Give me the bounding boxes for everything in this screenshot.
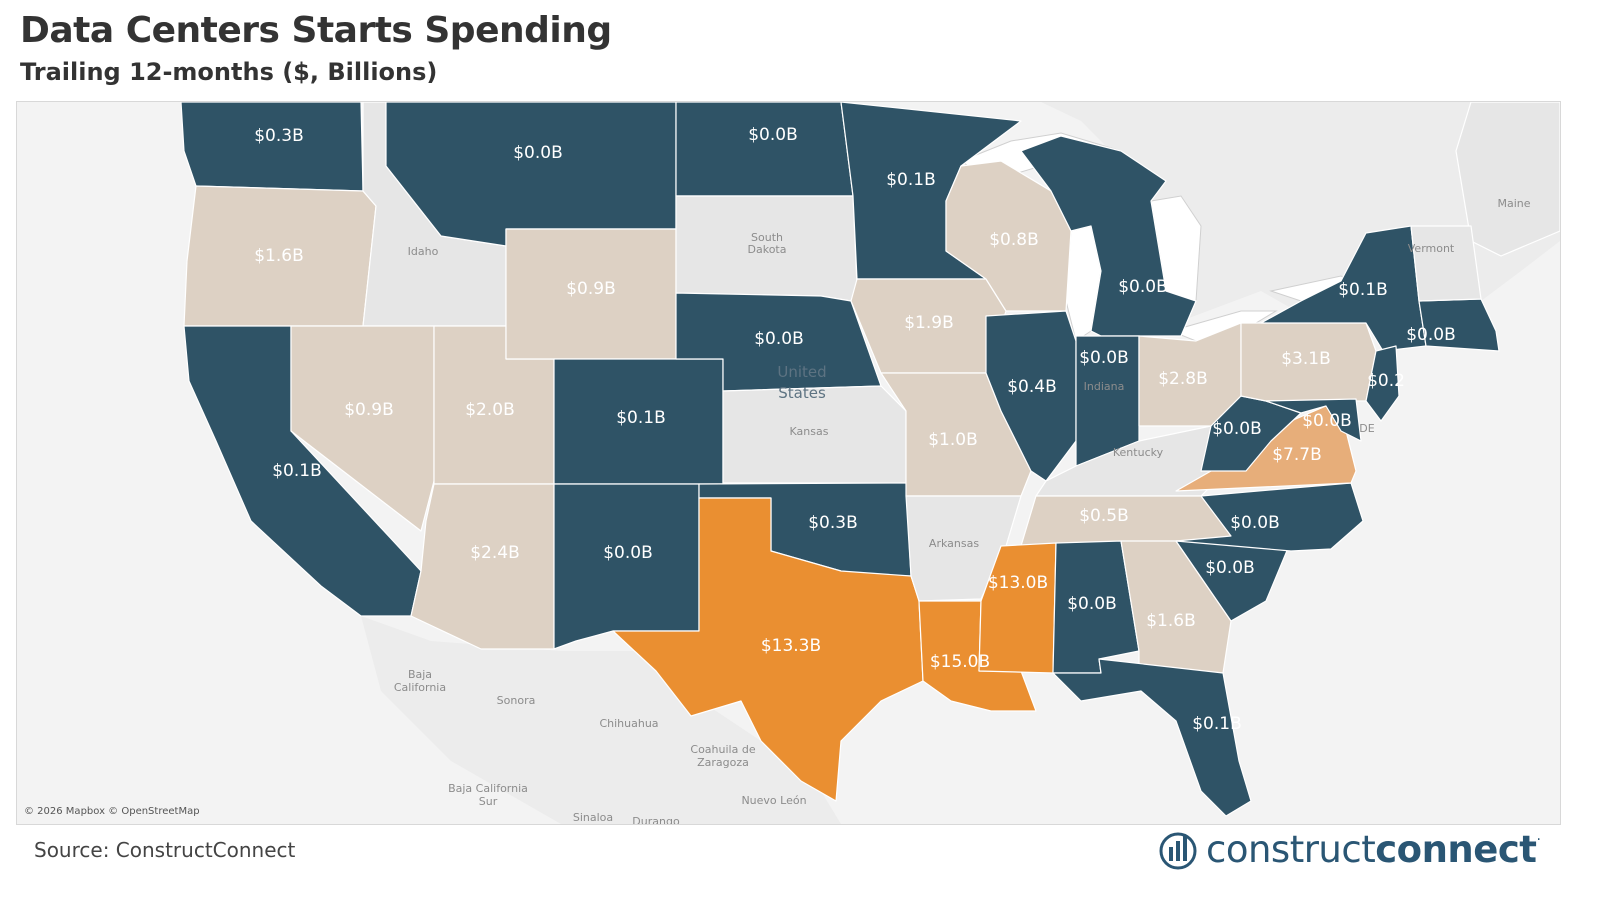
state-wi[interactable] <box>945 160 1072 312</box>
state-label-wi: $0.8B <box>989 230 1039 250</box>
geo-label-indiana: Indiana <box>1084 380 1125 393</box>
state-label-ny: $0.1B <box>1338 280 1388 300</box>
state-label-wy: $0.9B <box>566 279 616 299</box>
state-label-nj: $0.2 <box>1367 371 1405 391</box>
state-label-pa: $3.1B <box>1281 349 1331 369</box>
state-az[interactable] <box>410 483 555 650</box>
state-nj[interactable] <box>1365 345 1400 422</box>
state-label-az: $2.4B <box>470 543 520 563</box>
state-label-il: $0.4B <box>1007 377 1057 397</box>
state-label-oh: $2.8B <box>1158 369 1208 389</box>
state-label-wa: $0.3B <box>254 126 304 146</box>
state-nd[interactable] <box>675 102 854 197</box>
geo-label-sonora: Sonora <box>497 694 536 707</box>
geo-label-coahuila: Coahuila de Zaragoza <box>690 743 755 769</box>
us-state-map[interactable]: Baja California Sonora Chihuahua Coahuila… <box>17 102 1560 824</box>
state-label-tx: $13.3B <box>761 636 821 656</box>
state-label-ky: Kentucky <box>1113 446 1164 459</box>
state-label-nc: $0.0B <box>1230 513 1280 533</box>
state-label-la: $15.0B <box>930 652 990 672</box>
logo-text-connect: connect <box>1375 827 1537 871</box>
state-label-ks: Kansas <box>790 425 829 438</box>
logo-icon <box>1159 832 1197 870</box>
state-label-ar: Arkansas <box>929 537 979 550</box>
state-vt[interactable] <box>1410 225 1482 302</box>
state-nm[interactable] <box>553 483 700 650</box>
state-label-ca: $0.1B <box>272 461 322 481</box>
lake-erie <box>1169 310 1278 342</box>
state-label-sc: $0.0B <box>1205 558 1255 578</box>
geo-label-nuevo-leon: Nuevo León <box>741 794 806 807</box>
state-nv[interactable] <box>290 325 435 532</box>
state-label-mo: $1.0B <box>928 430 978 450</box>
state-label-ne: $0.0B <box>754 329 804 349</box>
state-label-sd: South Dakota <box>748 231 787 256</box>
state-label-or: $1.6B <box>254 246 304 266</box>
state-label-fl: $0.1B <box>1192 714 1242 734</box>
logo-dot: . <box>1536 827 1541 844</box>
state-label-nv: $0.9B <box>344 400 394 420</box>
state-fl[interactable] <box>1052 658 1252 817</box>
state-label-wv: $0.0B <box>1212 419 1262 439</box>
state-label-ok: $0.3B <box>808 513 858 533</box>
state-label-al: $0.0B <box>1067 594 1117 614</box>
geo-label-durango: Durango <box>632 815 680 824</box>
state-label-ga: $1.6B <box>1146 611 1196 631</box>
state-label-mt: $0.0B <box>513 143 563 163</box>
state-label-id: Idaho <box>408 245 439 258</box>
state-ms[interactable] <box>978 542 1057 674</box>
mexico-region <box>361 616 841 824</box>
state-label-va: $7.7B <box>1272 445 1322 465</box>
state-nc[interactable] <box>1175 482 1364 552</box>
logo-wordmark: constructconnect. <box>1206 827 1541 871</box>
state-tx[interactable] <box>612 497 924 802</box>
state-label-in: $0.0B <box>1079 348 1129 368</box>
state-label-mi: $0.0B <box>1118 277 1168 297</box>
state-label-nd: $0.0B <box>748 125 798 145</box>
state-label-ia: $1.9B <box>904 313 954 333</box>
chart-title: Data Centers Starts Spending <box>20 10 612 51</box>
state-label-vt: Vermont <box>1408 242 1455 255</box>
logo-text-construct: construct <box>1206 827 1376 871</box>
constructconnect-logo: constructconnect. <box>1156 826 1541 872</box>
chart-subtitle: Trailing 12-months ($, Billions) <box>20 58 438 86</box>
geo-label-delaware: DE <box>1359 422 1374 435</box>
state-label-mn: $0.1B <box>886 170 936 190</box>
state-label-ut: $2.0B <box>465 400 515 420</box>
state-label-tn: $0.5B <box>1079 506 1129 526</box>
state-mi[interactable] <box>1020 135 1197 337</box>
state-label-me: Maine <box>1497 197 1530 210</box>
geo-label-baja-california: Baja California <box>394 668 446 694</box>
source-note: Source: ConstructConnect <box>34 838 296 862</box>
map-canvas[interactable]: Baja California Sonora Chihuahua Coahuila… <box>16 101 1561 825</box>
state-me[interactable] <box>1455 102 1560 257</box>
geo-label-baja-california-sur: Baja California Sur <box>448 782 528 808</box>
state-md[interactable] <box>1265 398 1362 442</box>
country-label: United States <box>777 363 826 402</box>
state-label-nm: $0.0B <box>603 543 653 563</box>
state-label-co: $0.1B <box>616 408 666 428</box>
state-wa[interactable] <box>180 102 364 192</box>
map-attribution[interactable]: © 2026 Mapbox © OpenStreetMap <box>24 806 200 817</box>
state-label-ne_coast: $0.0B <box>1406 325 1456 345</box>
state-label-ms: $13.0B <box>988 573 1048 593</box>
geo-label-sinaloa: Sinaloa <box>573 811 613 824</box>
state-label-md: $0.0B <box>1302 411 1352 431</box>
geo-label-chihuahua: Chihuahua <box>599 717 658 730</box>
